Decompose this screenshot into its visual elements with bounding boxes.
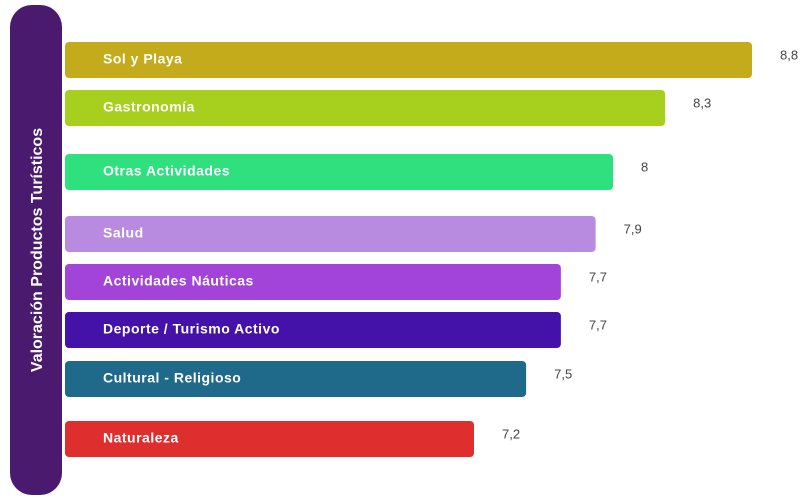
bar	[65, 90, 666, 126]
value-label: 7,2	[502, 426, 520, 441]
category-label: Otras Actividades	[103, 163, 230, 179]
value-label: 8,3	[693, 95, 711, 110]
category-label: Naturaleza	[103, 430, 179, 446]
title-panel	[10, 5, 62, 495]
category-label: Cultural - Religioso	[103, 370, 241, 386]
category-label: Gastronomía	[103, 99, 195, 115]
bar	[65, 361, 527, 397]
bar	[65, 154, 613, 190]
value-label: 7,7	[589, 269, 607, 284]
bar	[65, 216, 596, 252]
value-label: 7,7	[589, 317, 607, 332]
bar	[65, 312, 561, 348]
value-label: 7,5	[554, 366, 572, 381]
bar	[65, 421, 474, 457]
value-label: 8,8	[780, 47, 798, 62]
bar	[65, 264, 561, 300]
category-label: Salud	[103, 225, 144, 241]
value-label: 7,9	[624, 221, 642, 236]
value-label: 8	[641, 159, 648, 174]
bar	[65, 42, 752, 78]
chart-title: Valoración Productos Turísticos	[29, 128, 46, 372]
category-label: Deporte / Turismo Activo	[103, 321, 280, 337]
category-label: Sol y Playa	[103, 51, 182, 67]
category-label: Actividades Náuticas	[103, 273, 254, 289]
